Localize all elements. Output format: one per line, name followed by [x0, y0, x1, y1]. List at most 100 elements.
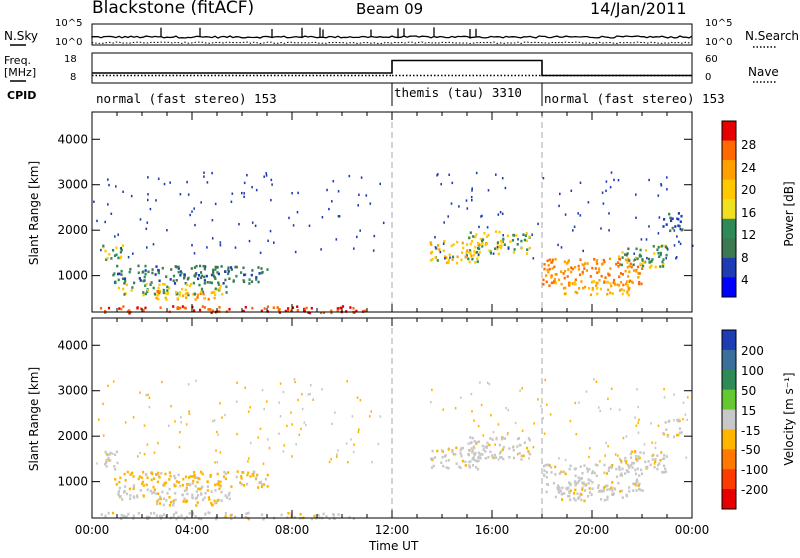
velocity-sparse-point	[460, 396, 462, 399]
power-sparse-point	[640, 238, 643, 241]
velocity-sparse-point	[297, 398, 299, 402]
power-scatter-point	[177, 270, 180, 274]
power-sparse-point	[191, 210, 193, 213]
power-scatter-point	[551, 267, 554, 270]
velocity-sparse-point	[593, 378, 595, 381]
velocity-scatter-point	[245, 512, 248, 515]
velocity-scatter-point	[542, 473, 546, 477]
power-sparse-point	[487, 189, 490, 192]
power-scatter-point	[475, 251, 478, 254]
velocity-scatter-point	[255, 476, 258, 480]
velocity-scatter-point	[605, 484, 608, 488]
velocity-scatter-point	[485, 445, 488, 448]
power-scatter-point	[272, 306, 275, 309]
velocity-sparse-point	[291, 455, 293, 458]
velocity-scatter-point	[191, 493, 194, 497]
power-scatter-point	[476, 257, 479, 261]
velocity-scatter-point	[493, 456, 496, 460]
power-scatter-point	[553, 278, 556, 281]
power-scatter-point	[200, 276, 203, 280]
power-scatter-point	[654, 265, 657, 269]
velocity-scatter-point	[560, 470, 563, 474]
velocity-scatter-point	[589, 491, 592, 494]
velocity-scatter-point	[201, 498, 205, 502]
power-sparse-point	[434, 236, 436, 239]
power-scatter-point	[193, 266, 196, 269]
power-scatter-point	[609, 282, 612, 285]
power-sparse-point	[507, 247, 510, 250]
power-scatter-point	[144, 272, 147, 276]
power-sparse-point	[471, 199, 473, 202]
power-sparse-point	[155, 199, 157, 202]
velocity-scatter-point	[132, 484, 136, 487]
power-scatter-point	[633, 269, 636, 272]
velocity-sparse-point	[663, 396, 666, 399]
velocity-sparse-point	[574, 401, 577, 405]
power-sparse-point	[635, 216, 637, 219]
power-scatter-point	[175, 265, 178, 269]
velocity-scatter-point	[591, 487, 594, 490]
power-scatter-point	[525, 252, 529, 255]
power-scatter-point	[609, 291, 612, 295]
velocity-sparse-point	[263, 407, 265, 411]
velocity-scatter-point	[247, 511, 250, 515]
velocity-scatter-point	[149, 489, 152, 493]
velocity-sparse-point	[301, 393, 303, 396]
velocity-sparse-point	[215, 449, 217, 452]
velocity-scatter-point	[119, 517, 123, 520]
velocity-scatter-point	[114, 467, 117, 471]
power-cbar-tick: 24	[741, 161, 757, 175]
power-scatter-point	[570, 270, 573, 274]
velocity-scatter-point	[182, 500, 185, 503]
velocity-scatter-point	[523, 441, 526, 444]
velocity-scatter-point	[194, 484, 197, 488]
x-tick-label: 00:00	[75, 523, 110, 537]
power-scatter-point	[156, 289, 159, 293]
power-scatter-point	[550, 274, 553, 277]
velocity-sparse-point	[267, 438, 269, 441]
power-scatter-point	[550, 281, 553, 285]
power-scatter-point	[596, 292, 599, 296]
power-scatter-point	[595, 260, 598, 264]
velocity-scatter-point	[638, 456, 641, 460]
power-scatter-point	[627, 280, 630, 283]
velocity-scatter-point	[162, 497, 165, 501]
power-scatter-point	[219, 284, 222, 288]
power-scatter-point	[464, 255, 467, 259]
velocity-scatter-point	[440, 461, 443, 464]
power-cbar-tick: 16	[741, 206, 757, 220]
velocity-scatter-point	[185, 515, 188, 519]
power-sparse-point	[542, 177, 545, 180]
power-sparse-point	[480, 215, 482, 218]
velocity-scatter-point	[492, 456, 495, 460]
velocity-sparse-point	[244, 386, 246, 389]
power-scatter-point	[564, 286, 567, 290]
velocity-scatter-point	[568, 481, 571, 484]
power-cbar-cell	[722, 257, 736, 278]
power-scatter-point	[524, 234, 527, 237]
power-scatter-point	[155, 265, 158, 268]
power-scatter-point	[551, 258, 554, 262]
power-scatter-point	[120, 307, 123, 311]
power-scatter-point	[650, 264, 653, 268]
velocity-scatter-point	[482, 448, 485, 451]
velocity-scatter-point	[569, 498, 572, 502]
power-scatter-point	[260, 267, 263, 270]
velocity-scatter-point	[468, 460, 471, 464]
velocity-scatter-point	[123, 491, 126, 494]
velocity-sparse-point	[213, 419, 216, 422]
power-sparse-point	[203, 171, 205, 174]
velocity-scatter-point	[113, 453, 117, 456]
velocity-scatter-point	[195, 496, 198, 499]
velocity-scatter-point	[152, 485, 155, 489]
power-sparse-point	[570, 189, 573, 192]
power-scatter-point	[662, 265, 665, 268]
power-scatter-point	[591, 280, 595, 283]
power-scatter-point	[162, 288, 165, 292]
power-sparse-point	[365, 194, 368, 197]
power-scatter-point	[669, 229, 672, 233]
power-sparse-point	[332, 180, 335, 183]
power-sparse-point	[328, 207, 330, 211]
velocity-scatter-point	[217, 481, 220, 485]
power-scatter-point	[657, 251, 660, 255]
